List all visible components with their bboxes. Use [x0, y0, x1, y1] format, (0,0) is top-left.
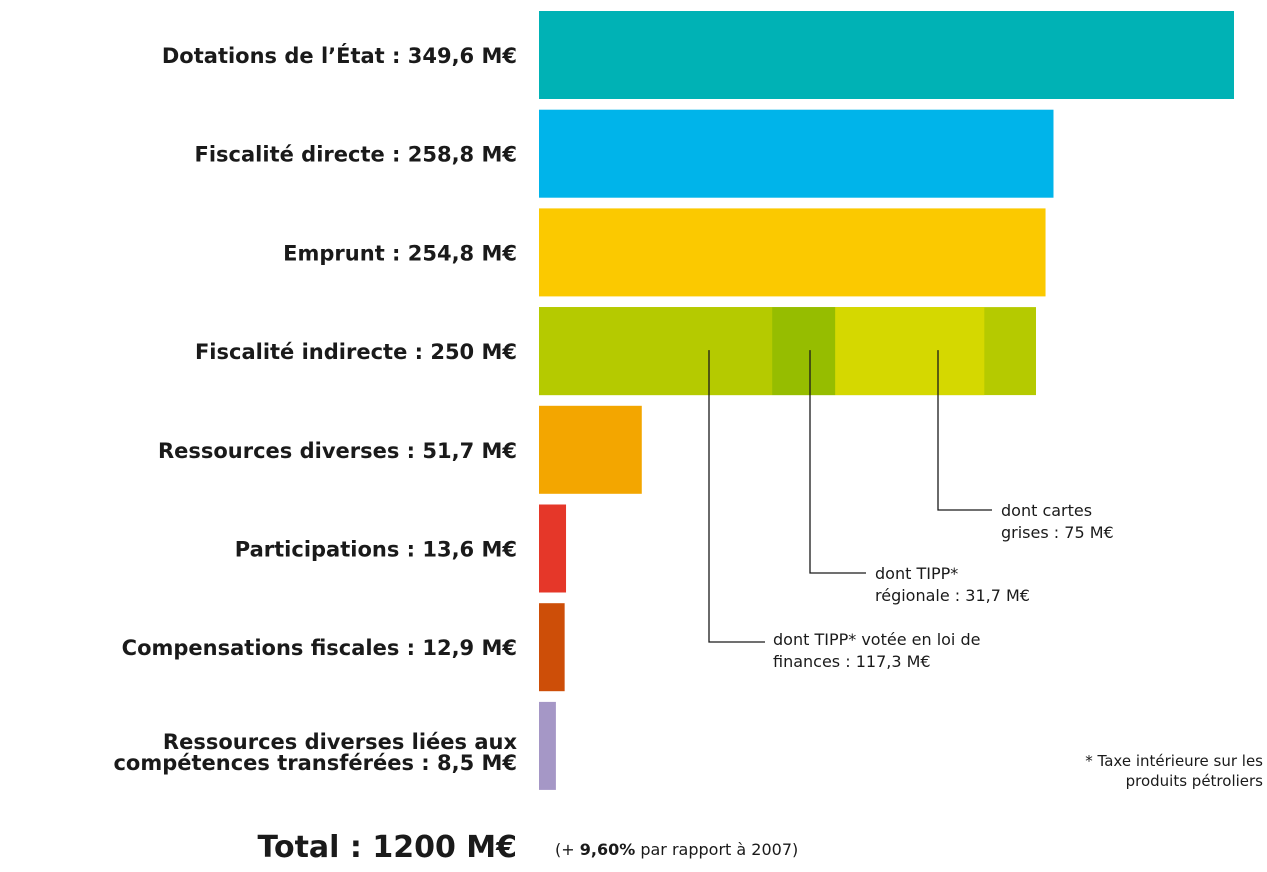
bar-7 [539, 603, 565, 692]
segment-1 [539, 307, 773, 396]
category-label-8: Ressources diverses liées aux compétences… [113, 730, 517, 775]
segment-3 [835, 307, 985, 396]
category-label-5: Ressources diverses : 51,7 M€ [158, 439, 517, 463]
category-label-6: Participations : 13,6 M€ [235, 538, 517, 562]
annotation-label-1: dont TIPP* votée en loi de finances : 117… [773, 630, 980, 671]
breakdown-annotations: dont TIPP* votée en loi de finances : 117… [708, 350, 1114, 671]
total-change-note: (+ 9,60% par rapport à 2007) [555, 840, 798, 859]
annotation-label-3: dont cartes grises : 75 M€ [1001, 501, 1114, 542]
category-label-2: Fiscalité directe : 258,8 M€ [195, 143, 517, 167]
annotation-leader-1 [708, 350, 765, 643]
annotation-leader-2 [809, 350, 866, 574]
category-label-7: Compensations fiscales : 12,9 M€ [122, 636, 517, 660]
footer: * Taxe intérieure sur les produits pétrol… [257, 752, 1263, 865]
category-label-3: Emprunt : 254,8 M€ [283, 241, 517, 265]
segment-2 [772, 307, 836, 396]
footnote: * Taxe intérieure sur les produits pétrol… [1085, 752, 1263, 790]
bar-2 [539, 109, 1054, 198]
annotation-label-2: dont TIPP* régionale : 31,7 M€ [875, 564, 1030, 605]
bar-1 [539, 11, 1234, 99]
bar-3 [539, 208, 1046, 297]
total-label: Total : 1200 M€ [257, 830, 517, 865]
annotation-leader-3 [937, 350, 992, 511]
bar-5 [539, 405, 642, 494]
bars-layer [539, 11, 1234, 790]
fiscalite-indirecte-segments [539, 307, 985, 396]
category-labels: Dotations de l’État : 349,6 M€ Fiscalité … [113, 43, 517, 775]
bar-6 [539, 504, 567, 593]
category-label-1: Dotations de l’État : 349,6 M€ [162, 43, 517, 68]
bar-8 [539, 701, 556, 790]
category-label-4: Fiscalité indirecte : 250 M€ [195, 340, 517, 364]
